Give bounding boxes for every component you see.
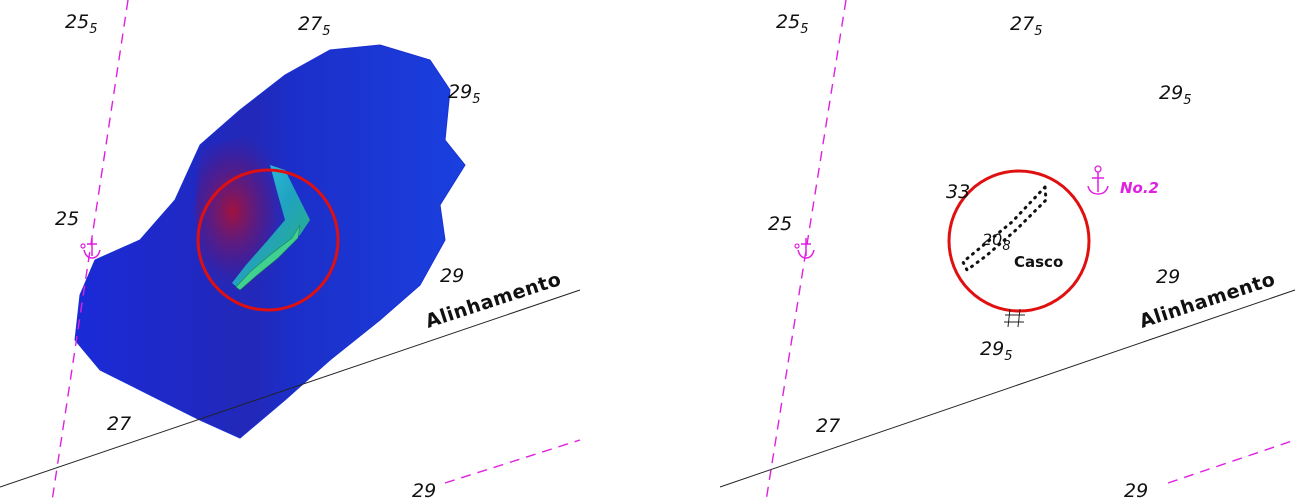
sounding: 27 xyxy=(816,415,840,437)
boundary-dashed-line xyxy=(1167,439,1296,484)
bathymetry-deep-zone xyxy=(195,130,320,310)
sounding: 208 xyxy=(982,230,1011,254)
anchorage-label: No.2 xyxy=(1120,179,1159,197)
sounding: 295 xyxy=(448,81,480,107)
highlight-circle xyxy=(196,168,340,312)
sounding: 275 xyxy=(298,13,330,39)
anchor-icon xyxy=(80,238,101,259)
right-chart-svg: Alinhamento No.2 255 275 xyxy=(719,0,1296,501)
sounding: 25 xyxy=(768,213,792,235)
sounding: 27 xyxy=(107,413,131,435)
alignment-line xyxy=(719,289,1296,488)
sounding: 29 xyxy=(412,480,436,501)
sounding: 295 xyxy=(1159,82,1191,108)
sounding: 29 xyxy=(440,265,464,287)
sounding: 29 xyxy=(1156,266,1180,288)
alignment-line xyxy=(0,289,581,488)
boundary-dashed-line xyxy=(444,439,581,484)
sounding: 275 xyxy=(1010,13,1042,39)
left-chart-panel: Alinhamento 255 275 295 25 29 27 29 xyxy=(0,0,581,501)
sounding: 255 xyxy=(65,11,97,37)
sounding: 29 xyxy=(1124,480,1148,501)
wreck-label: Casco xyxy=(1014,253,1063,271)
wreck-outline xyxy=(961,183,1048,273)
wreck-hull-shape xyxy=(235,224,301,291)
left-chart-svg: Alinhamento 255 275 295 25 29 27 29 xyxy=(0,0,581,501)
anchor-icon xyxy=(1087,165,1109,195)
sounding: 295 xyxy=(980,338,1012,364)
wreck-ridge-shape xyxy=(232,165,310,288)
sounding: 255 xyxy=(776,11,808,37)
highlight-circle xyxy=(947,169,1091,313)
right-chart-panel: Alinhamento No.2 255 275 xyxy=(650,0,1300,501)
anchor-icon xyxy=(794,238,815,259)
sounding: 33 xyxy=(946,181,970,203)
sounding: 25 xyxy=(55,208,79,230)
obstruction-hash-icon xyxy=(1004,308,1025,328)
